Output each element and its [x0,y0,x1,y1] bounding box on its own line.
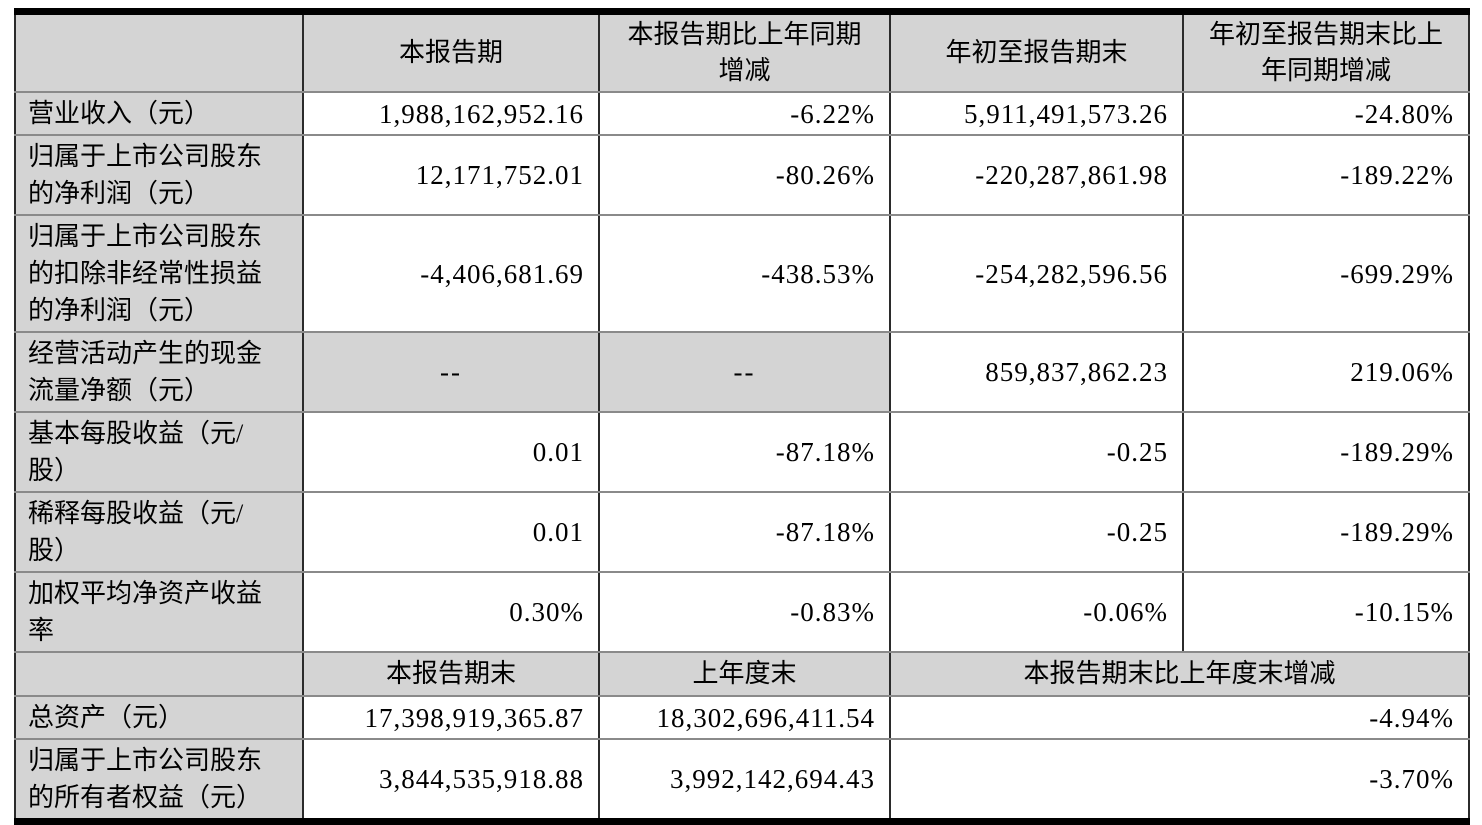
equity-label: 归属于上市公司股东的所有者权益（元） [14,738,304,823]
col-header-prior-year-end: 上年度末 [598,651,891,697]
row-revenue: 营业收入（元） 1,988,162,952.16 -6.22% 5,911,49… [14,91,1470,136]
total-assets-label: 总资产（元） [14,695,304,740]
basic-eps-ytd-vs-prior-year: -189.29% [1182,411,1470,493]
col-header-current-period: 本报告期 [302,10,600,93]
financial-summary-table: 本报告期 本报告期比上年同期增减 年初至报告期末 年初至报告期末比上年同期增减 … [14,8,1470,825]
net-profit-ex-nonrecurring-label: 归属于上市公司股东的扣除非经常性损益的净利润（元） [14,214,304,333]
row-basic-eps: 基本每股收益（元/股） 0.01 -87.18% -0.25 -189.29% [14,411,1470,493]
col-header-ytd-vs-prior-year: 年初至报告期末比上年同期增减 [1182,10,1470,93]
revenue-ytd-vs-prior-year: -24.80% [1182,91,1470,136]
revenue-current-period: 1,988,162,952.16 [302,91,600,136]
operating-cash-flow-label: 经营活动产生的现金流量净额（元） [14,331,304,413]
col-header-current-vs-prior-year: 本报告期比上年同期增减 [598,10,891,93]
total-assets-change: -4.94% [889,695,1470,740]
weighted-avg-roe-label: 加权平均净资产收益率 [14,571,304,653]
revenue-current-vs-prior-year: -6.22% [598,91,891,136]
basic-eps-current-period: 0.01 [302,411,600,493]
basic-eps-label: 基本每股收益（元/股） [14,411,304,493]
net-profit-ex-nonrecurring-current-period: -4,406,681.69 [302,214,600,333]
net-profit-ex-nonrecurring-ytd: -254,282,596.56 [889,214,1184,333]
equity-change: -3.70% [889,738,1470,823]
diluted-eps-current-period: 0.01 [302,491,600,573]
revenue-label: 营业收入（元） [14,91,304,136]
quarterly-header-row: 本报告期 本报告期比上年同期增减 年初至报告期末 年初至报告期末比上年同期增减 [14,10,1470,93]
col-header-period-end-vs-prior-year-end: 本报告期末比上年度末增减 [889,651,1470,697]
basic-eps-current-vs-prior-year: -87.18% [598,411,891,493]
corner-cell [14,10,304,93]
balance-header-row: 本报告期末 上年度末 本报告期末比上年度末增减 [14,651,1470,697]
row-equity: 归属于上市公司股东的所有者权益（元） 3,844,535,918.88 3,99… [14,738,1470,823]
net-profit-label: 归属于上市公司股东的净利润（元） [14,134,304,216]
net-profit-ytd: -220,287,861.98 [889,134,1184,216]
total-assets-prior-year-end: 18,302,696,411.54 [598,695,891,740]
weighted-avg-roe-ytd: -0.06% [889,571,1184,653]
net-profit-ex-nonrecurring-ytd-vs-prior-year: -699.29% [1182,214,1470,333]
row-net-profit: 归属于上市公司股东的净利润（元） 12,171,752.01 -80.26% -… [14,134,1470,216]
balance-corner-cell [14,651,304,697]
row-net-profit-ex-nonrecurring: 归属于上市公司股东的扣除非经常性损益的净利润（元） -4,406,681.69 … [14,214,1470,333]
net-profit-current-vs-prior-year: -80.26% [598,134,891,216]
net-profit-current-period: 12,171,752.01 [302,134,600,216]
basic-eps-ytd: -0.25 [889,411,1184,493]
row-total-assets: 总资产（元） 17,398,919,365.87 18,302,696,411.… [14,695,1470,740]
operating-cash-flow-current-vs-prior-year: -- [598,331,891,413]
weighted-avg-roe-current-vs-prior-year: -0.83% [598,571,891,653]
row-weighted-avg-roe: 加权平均净资产收益率 0.30% -0.83% -0.06% -10.15% [14,571,1470,653]
equity-prior-year-end: 3,992,142,694.43 [598,738,891,823]
col-header-ytd: 年初至报告期末 [889,10,1184,93]
equity-period-end: 3,844,535,918.88 [302,738,600,823]
weighted-avg-roe-current-period: 0.30% [302,571,600,653]
net-profit-ytd-vs-prior-year: -189.22% [1182,134,1470,216]
diluted-eps-ytd: -0.25 [889,491,1184,573]
row-operating-cash-flow: 经营活动产生的现金流量净额（元） -- -- 859,837,862.23 21… [14,331,1470,413]
revenue-ytd: 5,911,491,573.26 [889,91,1184,136]
diluted-eps-label: 稀释每股收益（元/股） [14,491,304,573]
operating-cash-flow-ytd: 859,837,862.23 [889,331,1184,413]
col-header-period-end: 本报告期末 [302,651,600,697]
total-assets-period-end: 17,398,919,365.87 [302,695,600,740]
operating-cash-flow-current-period: -- [302,331,600,413]
diluted-eps-ytd-vs-prior-year: -189.29% [1182,491,1470,573]
operating-cash-flow-ytd-vs-prior-year: 219.06% [1182,331,1470,413]
row-diluted-eps: 稀释每股收益（元/股） 0.01 -87.18% -0.25 -189.29% [14,491,1470,573]
net-profit-ex-nonrecurring-current-vs-prior-year: -438.53% [598,214,891,333]
diluted-eps-current-vs-prior-year: -87.18% [598,491,891,573]
weighted-avg-roe-ytd-vs-prior-year: -10.15% [1182,571,1470,653]
